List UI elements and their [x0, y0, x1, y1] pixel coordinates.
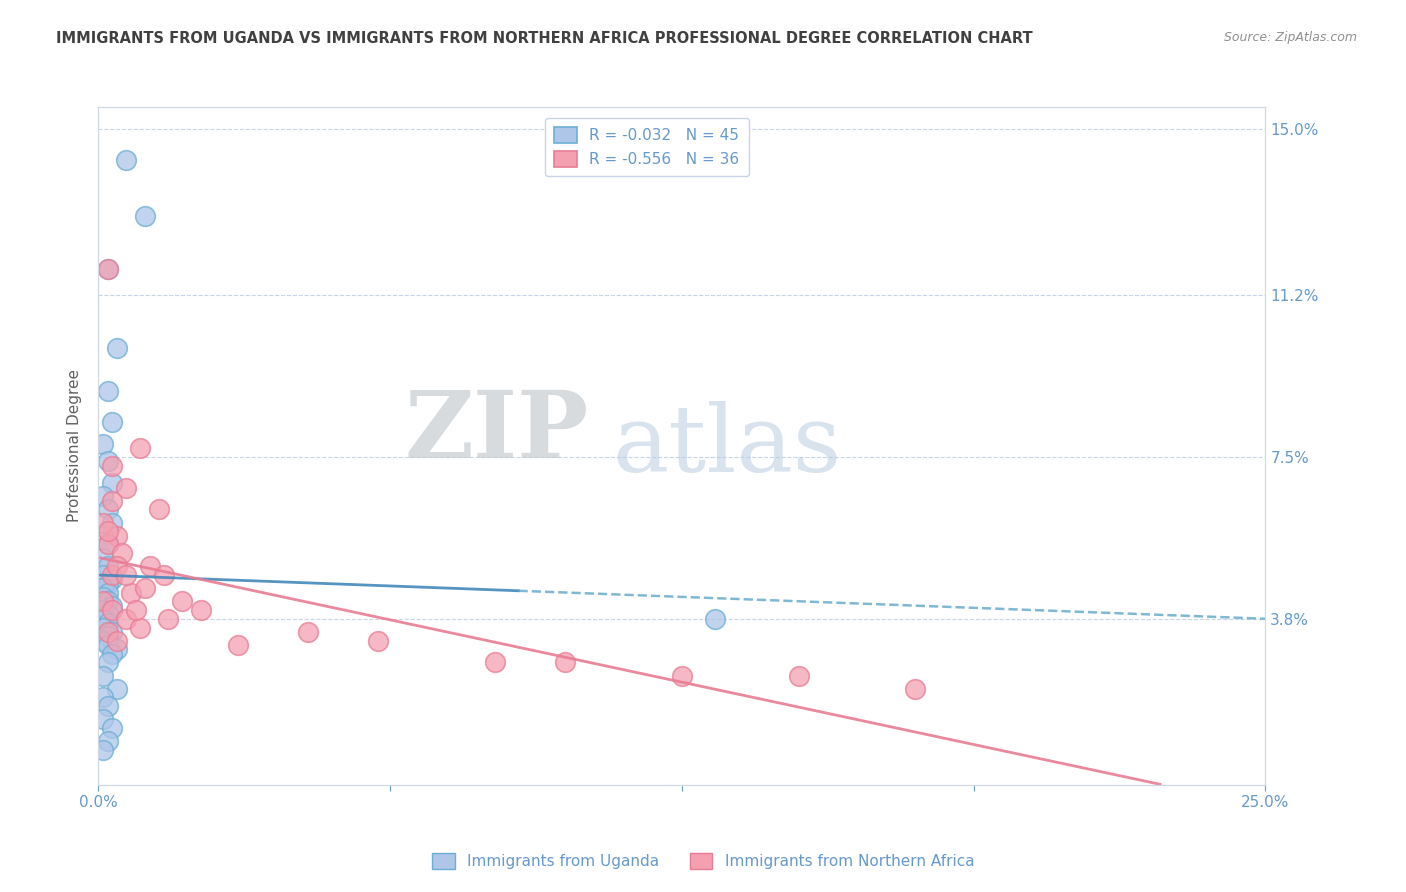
- Point: [134, 581, 156, 595]
- Point: [97, 524, 120, 539]
- Point: [115, 568, 138, 582]
- Point: [91, 581, 114, 595]
- Point: [91, 437, 114, 451]
- Point: [703, 612, 725, 626]
- Point: [97, 384, 120, 399]
- Point: [97, 656, 120, 670]
- Point: [157, 612, 180, 626]
- Point: [904, 681, 927, 696]
- Text: ZIP: ZIP: [405, 387, 589, 477]
- Point: [101, 568, 124, 582]
- Legend: R = -0.032   N = 45, R = -0.556   N = 36: R = -0.032 N = 45, R = -0.556 N = 36: [546, 118, 749, 176]
- Point: [101, 493, 124, 508]
- Point: [111, 546, 134, 560]
- Point: [101, 599, 124, 613]
- Point: [105, 559, 128, 574]
- Point: [97, 594, 120, 608]
- Point: [105, 529, 128, 543]
- Point: [97, 607, 120, 622]
- Legend: Immigrants from Uganda, Immigrants from Northern Africa: Immigrants from Uganda, Immigrants from …: [426, 847, 980, 875]
- Point: [97, 502, 120, 516]
- Point: [101, 458, 124, 473]
- Y-axis label: Professional Degree: Professional Degree: [67, 369, 83, 523]
- Point: [97, 699, 120, 714]
- Point: [97, 576, 120, 591]
- Point: [97, 559, 120, 574]
- Text: atlas: atlas: [612, 401, 841, 491]
- Point: [101, 476, 124, 491]
- Point: [97, 261, 120, 276]
- Point: [97, 537, 120, 551]
- Point: [120, 585, 142, 599]
- Point: [97, 585, 120, 599]
- Point: [101, 721, 124, 735]
- Point: [101, 624, 124, 639]
- Point: [105, 642, 128, 657]
- Point: [101, 647, 124, 661]
- Point: [91, 594, 114, 608]
- Point: [139, 559, 162, 574]
- Point: [91, 690, 114, 705]
- Point: [97, 261, 120, 276]
- Point: [91, 620, 114, 634]
- Text: IMMIGRANTS FROM UGANDA VS IMMIGRANTS FROM NORTHERN AFRICA PROFESSIONAL DEGREE CO: IMMIGRANTS FROM UGANDA VS IMMIGRANTS FRO…: [56, 31, 1033, 46]
- Point: [125, 603, 148, 617]
- Point: [97, 638, 120, 652]
- Point: [97, 629, 120, 643]
- Point: [97, 734, 120, 748]
- Point: [101, 516, 124, 530]
- Point: [91, 603, 114, 617]
- Point: [91, 612, 114, 626]
- Point: [101, 415, 124, 429]
- Point: [148, 502, 170, 516]
- Point: [91, 668, 114, 682]
- Point: [91, 568, 114, 582]
- Point: [105, 681, 128, 696]
- Point: [115, 153, 138, 167]
- Point: [484, 656, 506, 670]
- Point: [671, 668, 693, 682]
- Point: [787, 668, 810, 682]
- Point: [97, 624, 120, 639]
- Point: [97, 454, 120, 468]
- Point: [172, 594, 194, 608]
- Point: [91, 633, 114, 648]
- Point: [152, 568, 174, 582]
- Point: [91, 550, 114, 565]
- Point: [91, 712, 114, 726]
- Point: [97, 616, 120, 631]
- Text: Source: ZipAtlas.com: Source: ZipAtlas.com: [1223, 31, 1357, 45]
- Point: [134, 210, 156, 224]
- Point: [97, 537, 120, 551]
- Point: [101, 573, 124, 587]
- Point: [367, 633, 389, 648]
- Point: [115, 481, 138, 495]
- Point: [115, 612, 138, 626]
- Point: [129, 441, 152, 455]
- Point: [91, 529, 114, 543]
- Point: [101, 603, 124, 617]
- Point: [228, 638, 250, 652]
- Point: [105, 633, 128, 648]
- Point: [190, 603, 212, 617]
- Point: [91, 516, 114, 530]
- Point: [297, 624, 319, 639]
- Point: [554, 656, 576, 670]
- Point: [91, 590, 114, 604]
- Point: [105, 341, 128, 355]
- Point: [91, 743, 114, 757]
- Point: [129, 620, 152, 634]
- Point: [91, 489, 114, 503]
